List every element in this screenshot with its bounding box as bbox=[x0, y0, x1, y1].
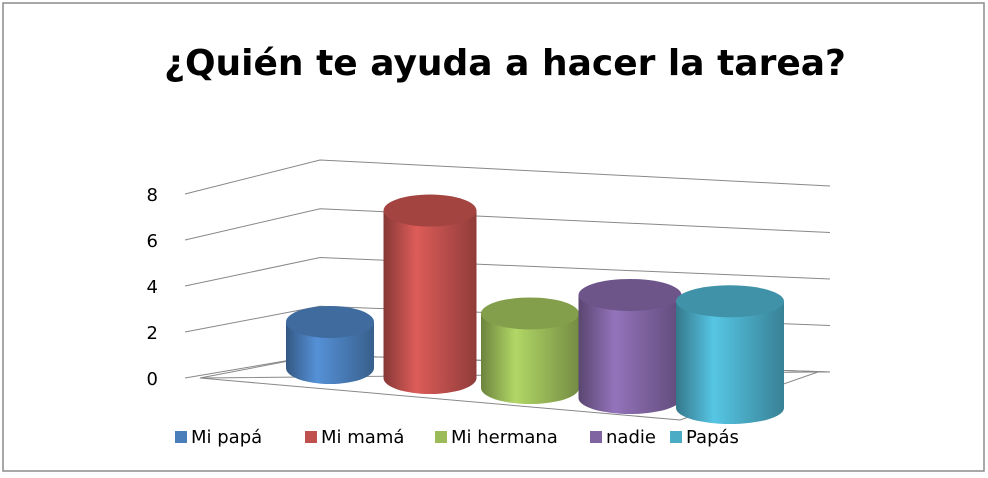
legend-label: Papás bbox=[686, 427, 739, 448]
legend-swatch bbox=[670, 431, 682, 443]
legend-swatch bbox=[305, 431, 317, 443]
legend-swatch bbox=[175, 431, 187, 443]
cylinder-top bbox=[286, 306, 374, 338]
cylinder bbox=[286, 322, 374, 384]
y-tick-label: 6 bbox=[147, 231, 158, 252]
grid-line bbox=[184, 208, 831, 241]
legend-label: Mi papá bbox=[191, 427, 262, 448]
cylinder bbox=[578, 294, 682, 414]
cylinder-top bbox=[481, 297, 579, 330]
legend-swatch bbox=[590, 431, 602, 443]
cylinder bbox=[481, 313, 579, 404]
legend-swatch bbox=[435, 431, 447, 443]
grid-line bbox=[184, 256, 831, 287]
cylinder-top bbox=[676, 285, 784, 318]
y-tick-label: 4 bbox=[147, 277, 158, 298]
chart-title: ¿Quién te ayuda a hacer la tarea? bbox=[164, 43, 846, 84]
legend-label: nadie bbox=[606, 427, 656, 448]
grid-line bbox=[184, 159, 831, 195]
cylinder bbox=[676, 301, 784, 424]
cylinder-top bbox=[383, 194, 477, 227]
cylinder-top bbox=[578, 278, 682, 311]
y-tick-label: 2 bbox=[147, 323, 158, 344]
y-tick-label: 0 bbox=[147, 369, 158, 390]
legend-label: Mi hermana bbox=[451, 427, 558, 448]
y-tick-label: 8 bbox=[147, 185, 158, 206]
cylinder bbox=[383, 210, 477, 394]
legend-label: Mi mamá bbox=[321, 427, 404, 448]
